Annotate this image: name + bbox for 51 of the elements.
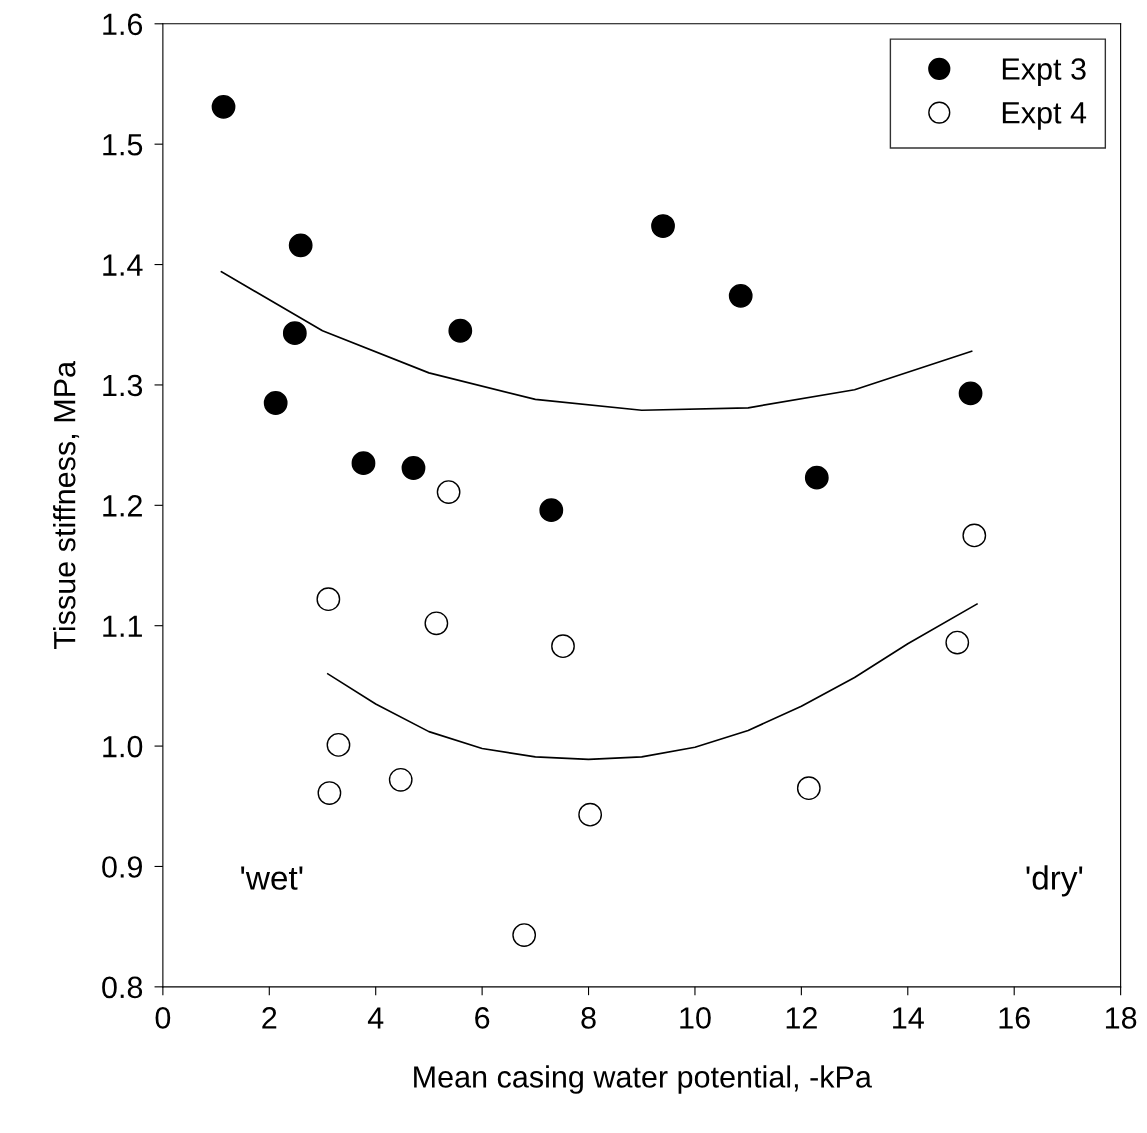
y-tick-label: 1.0 <box>103 735 143 758</box>
x-tick-label: 8 <box>581 1007 596 1029</box>
x-tick-label: 4 <box>367 1007 384 1029</box>
point <box>804 465 829 490</box>
point <box>728 283 753 308</box>
point <box>401 456 426 480</box>
point <box>448 318 473 343</box>
annotation: 'dry' <box>1026 865 1083 897</box>
point <box>316 587 341 612</box>
y-tick-label: 1.4 <box>103 254 143 276</box>
x-tick-label: 16 <box>999 1007 1030 1029</box>
x-tick-label: 6 <box>475 1007 490 1029</box>
point <box>578 802 603 827</box>
line-series <box>220 270 973 412</box>
x-tick-label: 0 <box>155 1007 171 1029</box>
x-axis-title: Mean casing water potential, -kPa <box>414 1065 872 1094</box>
x-tick-label: 14 <box>893 1007 924 1029</box>
point <box>263 391 288 415</box>
point <box>282 321 307 346</box>
legend-label: Expt 3 <box>1002 58 1086 86</box>
point <box>512 923 537 947</box>
y-tick-label: 1.2 <box>103 495 142 517</box>
point <box>388 767 413 792</box>
point <box>958 381 983 406</box>
point <box>424 611 449 636</box>
point <box>539 498 564 523</box>
point <box>351 451 376 476</box>
point <box>551 634 575 659</box>
y-tick-label: 0.9 <box>102 856 142 878</box>
x-tick-label: 2 <box>262 1007 277 1029</box>
y-axis-title: Tissue stiffness, MPa <box>53 360 80 649</box>
point <box>436 480 461 504</box>
point <box>651 214 675 238</box>
legend-label: Expt 4 <box>1002 102 1087 130</box>
y-tick-label: 1.1 <box>103 615 142 637</box>
point <box>962 523 987 548</box>
y-tick-label: 0.8 <box>102 976 143 999</box>
point <box>288 233 313 258</box>
x-tick-label: 18 <box>1105 1007 1137 1029</box>
x-tick-label: 12 <box>786 1007 817 1029</box>
line-series <box>326 603 978 761</box>
point <box>326 732 351 757</box>
annotation: 'wet' <box>241 866 303 890</box>
y-tick-label: 1.3 <box>103 374 143 397</box>
point <box>796 776 821 801</box>
point <box>317 781 342 805</box>
point <box>945 630 970 655</box>
y-tick-label: 1.6 <box>103 13 143 36</box>
point <box>211 94 236 119</box>
x-tick-label: 10 <box>680 1007 711 1029</box>
y-tick-label: 1.5 <box>103 134 143 156</box>
